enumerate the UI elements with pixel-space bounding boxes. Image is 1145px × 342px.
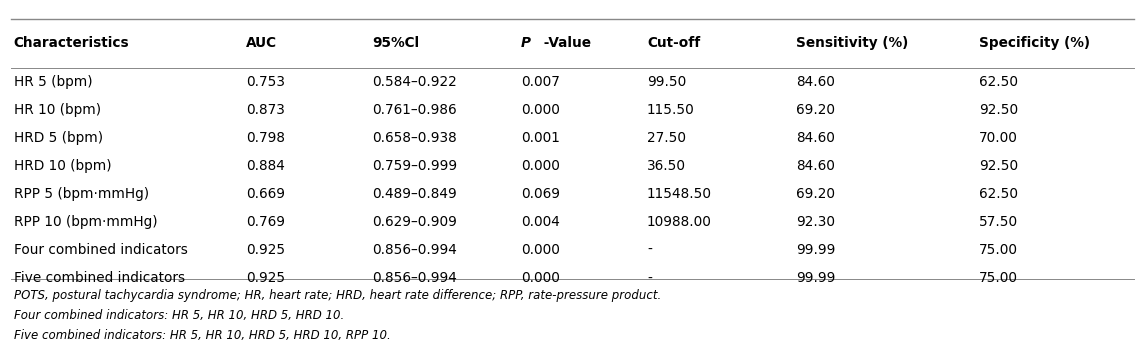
Text: 75.00: 75.00: [979, 244, 1018, 257]
Text: -Value: -Value: [539, 36, 591, 50]
Text: 0.629–0.909: 0.629–0.909: [372, 215, 457, 229]
Text: 0.584–0.922: 0.584–0.922: [372, 75, 457, 89]
Text: 36.50: 36.50: [647, 159, 686, 173]
Text: 99.99: 99.99: [796, 244, 835, 257]
Text: 11548.50: 11548.50: [647, 187, 712, 201]
Text: 27.50: 27.50: [647, 131, 686, 145]
Text: Five combined indicators: Five combined indicators: [14, 272, 184, 285]
Text: 10988.00: 10988.00: [647, 215, 712, 229]
Text: 75.00: 75.00: [979, 272, 1018, 285]
Text: 62.50: 62.50: [979, 75, 1018, 89]
Text: 99.50: 99.50: [647, 75, 686, 89]
Text: Four combined indicators: Four combined indicators: [14, 244, 188, 257]
Text: 0.769: 0.769: [246, 215, 285, 229]
Text: Cut-off: Cut-off: [647, 36, 701, 50]
Text: Specificity (%): Specificity (%): [979, 36, 1090, 50]
Text: 0.753: 0.753: [246, 75, 285, 89]
Text: 0.925: 0.925: [246, 272, 285, 285]
Text: 0.669: 0.669: [246, 187, 285, 201]
Text: 0.925: 0.925: [246, 244, 285, 257]
Text: HR 10 (bpm): HR 10 (bpm): [14, 103, 101, 117]
Text: 84.60: 84.60: [796, 159, 835, 173]
Text: 69.20: 69.20: [796, 103, 835, 117]
Text: 0.759–0.999: 0.759–0.999: [372, 159, 457, 173]
Text: 62.50: 62.50: [979, 187, 1018, 201]
Text: 115.50: 115.50: [647, 103, 695, 117]
Text: 0.873: 0.873: [246, 103, 285, 117]
Text: 0.489–0.849: 0.489–0.849: [372, 187, 457, 201]
Text: 0.000: 0.000: [521, 159, 560, 173]
Text: 70.00: 70.00: [979, 131, 1018, 145]
Text: -: -: [647, 244, 652, 257]
Text: P: P: [521, 36, 531, 50]
Text: HR 5 (bpm): HR 5 (bpm): [14, 75, 93, 89]
Text: 92.50: 92.50: [979, 103, 1018, 117]
Text: Sensitivity (%): Sensitivity (%): [796, 36, 908, 50]
Text: RPP 5 (bpm·mmHg): RPP 5 (bpm·mmHg): [14, 187, 149, 201]
Text: 0.761–0.986: 0.761–0.986: [372, 103, 457, 117]
Text: 92.30: 92.30: [796, 215, 835, 229]
Text: HRD 10 (bpm): HRD 10 (bpm): [14, 159, 111, 173]
Text: 0.856–0.994: 0.856–0.994: [372, 244, 457, 257]
Text: 0.000: 0.000: [521, 103, 560, 117]
Text: 84.60: 84.60: [796, 131, 835, 145]
Text: 0.798: 0.798: [246, 131, 285, 145]
Text: Characteristics: Characteristics: [14, 36, 129, 50]
Text: 57.50: 57.50: [979, 215, 1018, 229]
Text: 0.001: 0.001: [521, 131, 560, 145]
Text: 0.007: 0.007: [521, 75, 560, 89]
Text: 0.658–0.938: 0.658–0.938: [372, 131, 457, 145]
Text: 99.99: 99.99: [796, 272, 835, 285]
Text: Four combined indicators: HR 5, HR 10, HRD 5, HRD 10.: Four combined indicators: HR 5, HR 10, H…: [14, 309, 344, 322]
Text: HRD 5 (bpm): HRD 5 (bpm): [14, 131, 103, 145]
Text: 0.004: 0.004: [521, 215, 560, 229]
Text: AUC: AUC: [246, 36, 277, 50]
Text: 95%Cl: 95%Cl: [372, 36, 419, 50]
Text: 0.069: 0.069: [521, 187, 560, 201]
Text: 0.856–0.994: 0.856–0.994: [372, 272, 457, 285]
Text: POTS, postural tachycardia syndrome; HR, heart rate; HRD, heart rate difference;: POTS, postural tachycardia syndrome; HR,…: [14, 289, 661, 302]
Text: 0.000: 0.000: [521, 244, 560, 257]
Text: RPP 10 (bpm·mmHg): RPP 10 (bpm·mmHg): [14, 215, 157, 229]
Text: 69.20: 69.20: [796, 187, 835, 201]
Text: 92.50: 92.50: [979, 159, 1018, 173]
Text: 84.60: 84.60: [796, 75, 835, 89]
Text: Five combined indicators: HR 5, HR 10, HRD 5, HRD 10, RPP 10.: Five combined indicators: HR 5, HR 10, H…: [14, 329, 390, 342]
Text: 0.884: 0.884: [246, 159, 285, 173]
Text: 0.000: 0.000: [521, 272, 560, 285]
Text: -: -: [647, 272, 652, 285]
